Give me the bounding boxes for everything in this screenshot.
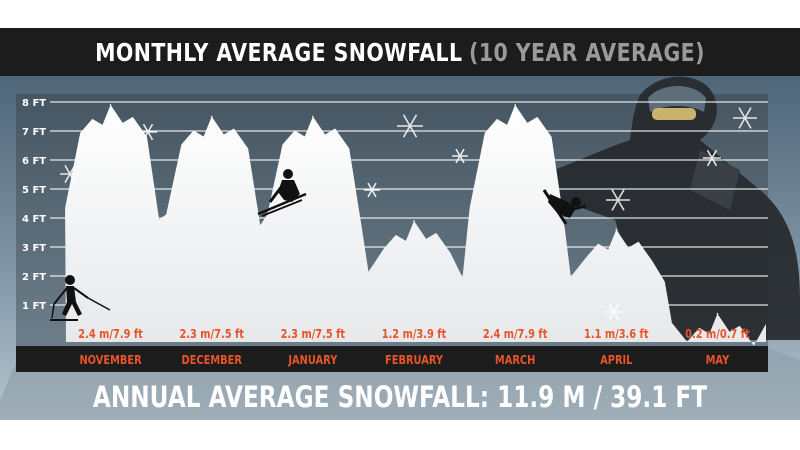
snowflake-icon [139, 123, 157, 141]
snowflake-icon [605, 303, 623, 321]
value-label: 2.3 m/7.5 ft [179, 327, 244, 341]
y-tick-label: 3 FT [22, 243, 46, 254]
peak-point [716, 312, 719, 315]
month-label: FEBRUARY [385, 353, 444, 367]
title-subtitle: (10 YEAR AVERAGE) [469, 37, 705, 67]
snowflake-icon [733, 107, 757, 129]
peak-point [109, 104, 112, 106]
snowflake-icon [452, 148, 468, 164]
value-label: 1.1 m/3.6 ft [584, 327, 649, 341]
snowflake-icon [60, 164, 80, 184]
snowflake-icon [606, 189, 630, 211]
value-label: 2.4 m/7.9 ft [483, 327, 548, 341]
snowboarder-portrait [540, 76, 800, 340]
snowflake-icon [703, 149, 721, 167]
month-band [16, 346, 768, 372]
y-tick-label: 6 FT [22, 156, 46, 167]
peak-point [312, 115, 314, 118]
y-tick-label: 7 FT [22, 127, 46, 138]
month-label: MARCH [495, 353, 535, 367]
peak-point [514, 104, 516, 106]
y-tick-label: 4 FT [22, 214, 46, 225]
value-label: 2.3 m/7.5 ft [281, 327, 346, 341]
annual-total: ANNUAL AVERAGE SNOWFALL: 11.9 M / 39.1 F… [92, 380, 708, 414]
peak-point [413, 220, 415, 222]
peak-point [210, 115, 213, 118]
value-label: 0.2 m/0.7 ft [685, 327, 750, 341]
title-main: MONTHLY AVERAGE SNOWFALL [95, 37, 463, 67]
skier-downhill-icon [257, 169, 307, 217]
y-tick-label: 5 FT [22, 185, 46, 196]
title-bar [0, 28, 800, 76]
month-label: MAY [706, 353, 731, 367]
snowflake-icon [397, 114, 423, 138]
snowboarder-jump-icon [542, 189, 587, 225]
month-label: DECEMBER [182, 353, 243, 367]
snowfall-area [65, 104, 767, 346]
month-label: NOVEMBER [79, 353, 142, 367]
snowflake-icon [364, 182, 380, 198]
y-tick-label: 8 FT [22, 98, 46, 109]
peak-point [615, 228, 618, 231]
value-label: 1.2 m/3.9 ft [382, 327, 447, 341]
month-label: JANUARY [287, 353, 338, 367]
skier-classic-icon [50, 275, 111, 321]
y-tick-label: 2 FT [22, 272, 46, 283]
value-label: 2.4 m/7.9 ft [78, 327, 143, 341]
month-label: APRIL [600, 353, 632, 367]
chart-title: MONTHLY AVERAGE SNOWFALL (10 YEAR AVERAG… [72, 28, 728, 76]
y-tick-label: 1 FT [22, 301, 46, 312]
